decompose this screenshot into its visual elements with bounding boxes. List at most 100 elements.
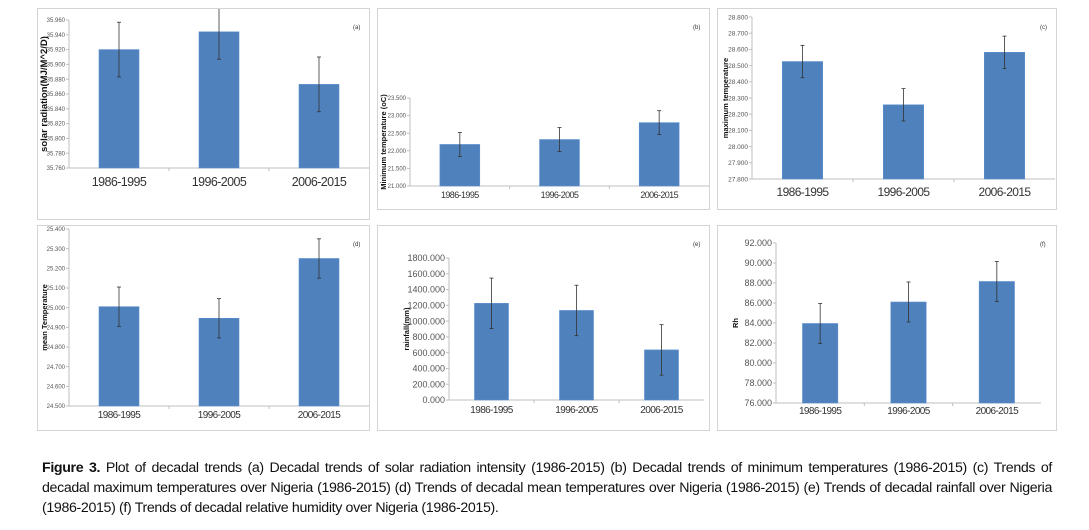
y-tick-label: 28.600	[728, 47, 748, 54]
panel-label: (d)	[353, 242, 360, 248]
y-tick-label: 84.000	[744, 318, 772, 328]
y-tick-label: 35.900	[47, 63, 66, 69]
y-tick-label: 35.860	[47, 92, 66, 98]
y-tick-label: 28.500	[728, 63, 748, 70]
y-tick-label: 28.100	[728, 128, 748, 135]
y-tick-label: 35.880	[47, 77, 66, 83]
y-tick-label: 27.800	[728, 176, 748, 183]
figure-caption: Figure 3. Plot of decadal trends (a) Dec…	[42, 458, 1052, 518]
x-tick-label: 1986-1995	[92, 175, 147, 189]
y-axis-label: solar radiation(MJ/M^2/D)	[39, 36, 50, 152]
y-tick-label: 400.000	[412, 364, 445, 374]
bar-chart: 35.760 35.780 35.800 35.820 35.840 35.860 35.8…	[39, 9, 369, 189]
y-tick-label: 35.800	[47, 137, 66, 143]
y-tick-label: 35.820	[47, 122, 66, 128]
x-tick-label: 1986-1995	[98, 410, 141, 421]
bar-chart: 21.000 21.500 22.000 22.500 23.000 23.500 1986…	[379, 25, 709, 200]
y-tick-label: 27.900	[728, 160, 748, 167]
chart-panel-a: 35.760 35.780 35.800 35.820 35.840 35.860 35.8…	[37, 8, 370, 220]
y-tick-label: 28.300	[728, 95, 748, 102]
y-axis-label: Rh	[731, 318, 740, 328]
x-tick-label: 1986-1995	[470, 405, 513, 416]
y-tick-label: 1800.000	[407, 253, 445, 263]
y-tick-label: 35.760	[47, 166, 66, 172]
x-tick-label: 1996-2005	[198, 410, 241, 421]
x-tick-label: 2006-2015	[640, 190, 678, 200]
chart-panel-f: 76.000 78.000 80.000 82.000 84.000 86.000 88.0…	[717, 225, 1057, 431]
y-tick-label: 23.000	[388, 114, 407, 120]
y-tick-label: 24.600	[47, 384, 66, 390]
y-axis-label: Minimum temperature (oC)	[379, 94, 388, 190]
y-tick-label: 80.000	[744, 358, 772, 368]
panel-label: (b)	[693, 25, 700, 31]
bar	[298, 258, 340, 407]
y-tick-label: 25.000	[47, 306, 66, 312]
x-tick-label: 2006-2015	[298, 410, 341, 421]
x-tick-label: 2006-2015	[976, 406, 1019, 417]
x-tick-label: 1986-1995	[441, 190, 479, 200]
panel-label: (e)	[693, 242, 700, 248]
y-tick-label: 28.200	[728, 111, 748, 118]
x-tick-label: 1996-2005	[192, 175, 247, 189]
caption-text: Plot of decadal trends (a) Decadal trend…	[42, 460, 1052, 516]
y-tick-label: 25.300	[47, 247, 66, 253]
y-tick-label: 24.800	[47, 345, 66, 351]
y-axis-label: rainfall(mm)	[402, 307, 411, 350]
y-tick-label: 88.000	[744, 278, 772, 288]
y-tick-label: 1400.000	[407, 285, 445, 295]
y-tick-label: 82.000	[744, 338, 772, 348]
chart-panel-e: 0.000 200.000 400.000 600.000 800.000 1000.00…	[377, 225, 710, 431]
y-tick-label: 22.000	[388, 149, 407, 155]
x-tick-label: 1996-2005	[541, 190, 579, 200]
y-tick-label: 35.920	[47, 48, 66, 54]
y-tick-label: 21.000	[388, 184, 407, 190]
y-tick-label: 35.960	[47, 18, 66, 24]
bar-chart: 24.500 24.600 24.700 24.800 24.900 25.000 25.1…	[40, 227, 369, 421]
y-tick-label: 21.500	[388, 167, 407, 173]
bar-chart: 0.000 200.000 400.000 600.000 800.000 1000.00…	[402, 242, 704, 416]
y-tick-label: 22.500	[388, 131, 407, 137]
y-tick-label: 600.000	[412, 348, 445, 358]
y-tick-label: 1000.000	[407, 316, 445, 326]
y-tick-label: 25.400	[47, 227, 66, 233]
bar-chart: 27.800 27.900 28.000 28.100 28.200 28.300 28.4…	[721, 14, 1055, 199]
x-tick-label: 1996-2005	[887, 406, 930, 417]
caption-label: Figure 3.	[42, 460, 101, 476]
y-tick-label: 92.000	[744, 238, 772, 248]
x-tick-label: 2006-2015	[640, 405, 683, 416]
panel-label: (c)	[1040, 25, 1047, 31]
y-axis-label: mean Temperature	[40, 284, 49, 351]
x-tick-label: 1996-2005	[555, 405, 598, 416]
bar	[781, 61, 823, 180]
y-tick-label: 1600.000	[407, 269, 445, 279]
y-tick-label: 200.000	[412, 379, 445, 389]
y-tick-label: 35.940	[47, 33, 66, 39]
y-tick-label: 35.840	[47, 107, 66, 113]
y-axis-label: maximum temperature	[721, 58, 730, 138]
bar-chart: 76.000 78.000 80.000 82.000 84.000 86.000 88.0…	[731, 238, 1046, 417]
x-tick-label: 1986-1995	[777, 185, 830, 199]
y-tick-label: 28.000	[728, 144, 748, 151]
y-tick-label: 28.800	[728, 14, 748, 21]
x-tick-label: 1996-2005	[878, 185, 931, 199]
y-tick-label: 25.200	[47, 266, 66, 272]
y-tick-label: 23.500	[388, 96, 407, 102]
chart-panel-d: 24.500 24.600 24.700 24.800 24.900 25.000 25.1…	[37, 225, 370, 431]
y-tick-label: 86.000	[744, 298, 772, 308]
y-tick-label: 24.500	[47, 404, 66, 410]
bar	[98, 306, 140, 407]
y-tick-label: 1200.000	[407, 300, 445, 310]
chart-panel-b: 21.000 21.500 22.000 22.500 23.000 23.500 1986…	[377, 8, 710, 210]
y-tick-label: 800.000	[412, 332, 445, 342]
y-tick-label: 90.000	[744, 258, 772, 268]
y-tick-label: 78.000	[744, 378, 772, 388]
y-tick-label: 76.000	[744, 398, 772, 408]
bar	[98, 49, 140, 169]
bar	[983, 52, 1025, 180]
y-tick-label: 35.780	[47, 151, 66, 157]
x-tick-label: 2006-2015	[979, 185, 1032, 199]
x-tick-label: 2006-2015	[292, 175, 347, 189]
x-tick-label: 1986-1995	[799, 406, 842, 417]
chart-panel-c: 27.800 27.900 28.000 28.100 28.200 28.300 28.4…	[717, 8, 1057, 210]
y-tick-label: 25.100	[47, 286, 66, 292]
